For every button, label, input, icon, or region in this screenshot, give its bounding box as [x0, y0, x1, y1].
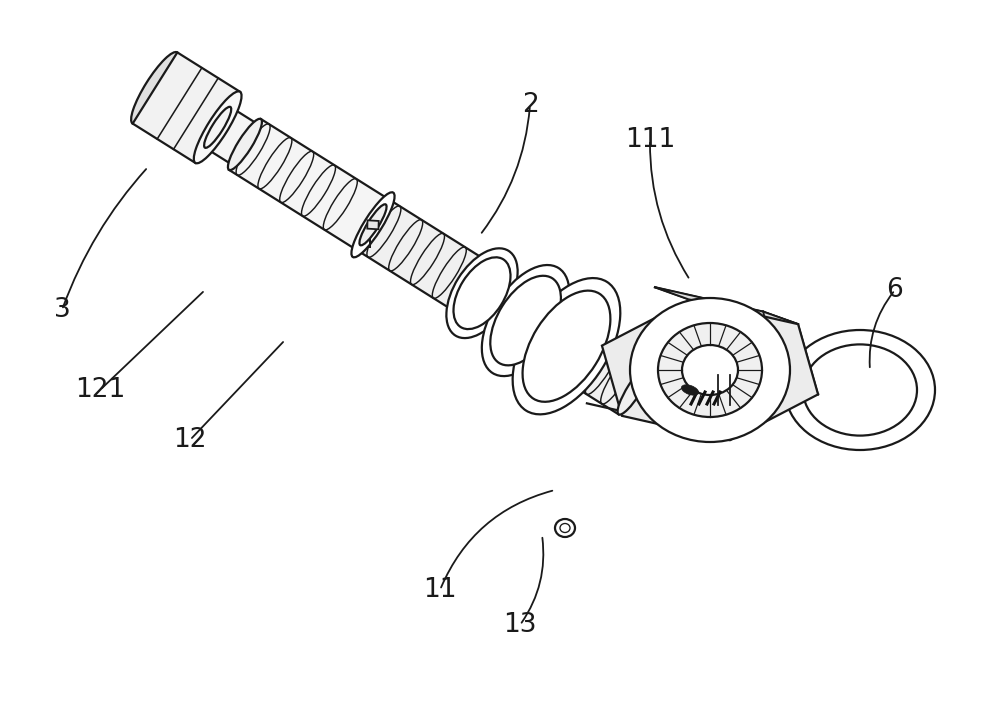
- Ellipse shape: [359, 204, 387, 245]
- Ellipse shape: [658, 323, 762, 417]
- Polygon shape: [133, 52, 240, 163]
- Ellipse shape: [131, 52, 179, 124]
- Polygon shape: [763, 312, 818, 395]
- Text: 13: 13: [503, 612, 537, 638]
- Polygon shape: [602, 300, 818, 440]
- Ellipse shape: [682, 345, 738, 395]
- Ellipse shape: [231, 124, 259, 165]
- Text: 3: 3: [54, 297, 70, 323]
- Ellipse shape: [194, 91, 242, 163]
- Polygon shape: [367, 221, 379, 229]
- Ellipse shape: [681, 385, 699, 395]
- Ellipse shape: [204, 107, 231, 148]
- Ellipse shape: [785, 330, 935, 450]
- Polygon shape: [551, 321, 651, 414]
- Ellipse shape: [446, 248, 518, 338]
- Ellipse shape: [482, 265, 569, 376]
- Ellipse shape: [490, 276, 561, 366]
- Text: 111: 111: [625, 127, 675, 153]
- Ellipse shape: [803, 344, 917, 436]
- Polygon shape: [205, 107, 258, 165]
- Ellipse shape: [454, 257, 510, 329]
- Text: 2: 2: [522, 92, 538, 118]
- Ellipse shape: [523, 291, 610, 402]
- Ellipse shape: [228, 119, 262, 170]
- Text: 6: 6: [887, 277, 903, 303]
- Ellipse shape: [630, 298, 790, 442]
- Ellipse shape: [618, 363, 652, 414]
- Polygon shape: [655, 287, 798, 325]
- Polygon shape: [229, 119, 389, 250]
- Text: 12: 12: [173, 427, 207, 453]
- Ellipse shape: [513, 278, 620, 414]
- Ellipse shape: [555, 519, 575, 537]
- Polygon shape: [357, 199, 495, 317]
- Text: 121: 121: [75, 377, 125, 403]
- Text: 11: 11: [423, 577, 457, 603]
- Ellipse shape: [351, 192, 395, 257]
